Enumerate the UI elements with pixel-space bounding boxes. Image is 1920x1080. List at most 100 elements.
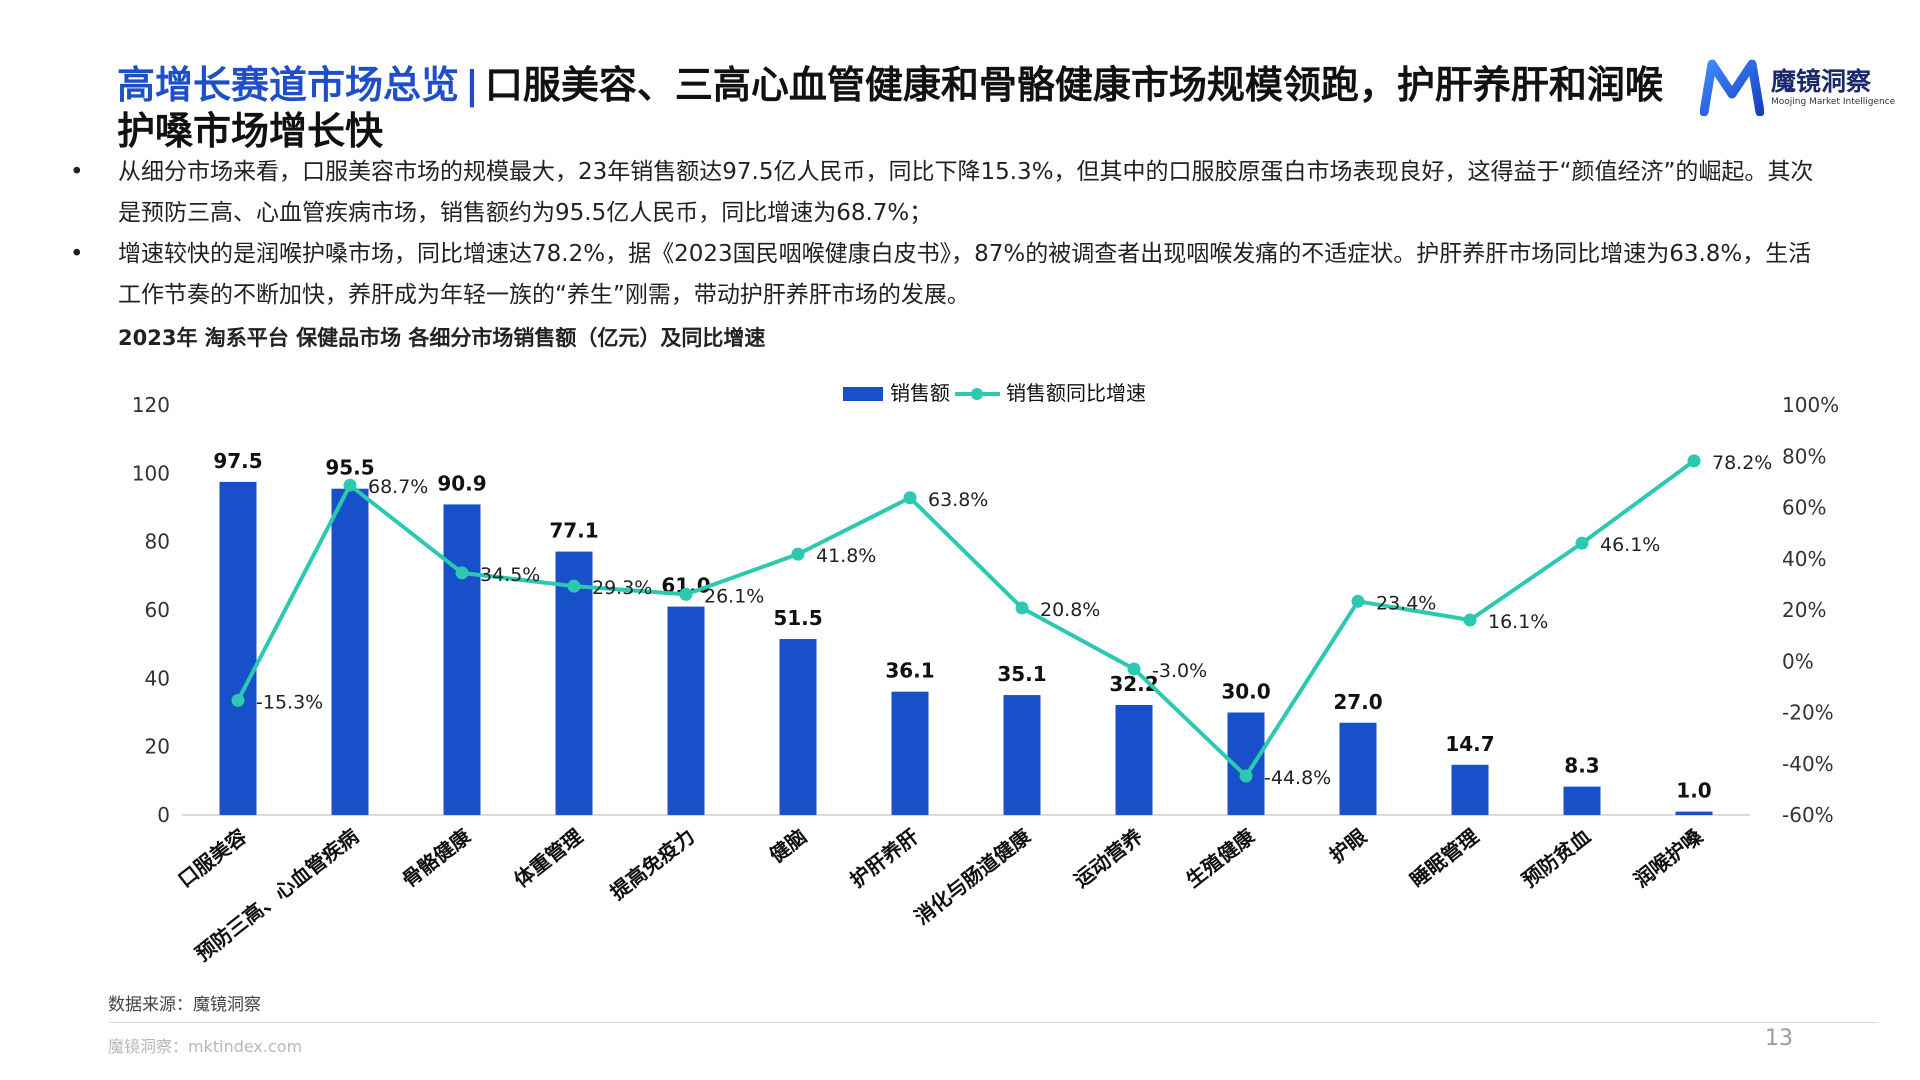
growth-value-label: 16.1% (1488, 611, 1548, 633)
growth-value-label: 23.4% (1376, 592, 1436, 614)
page-title: 高增长赛道市场总览 | 口服美容、三高心血管健康和骨骼健康市场规模领跑，护肝养肝和润… (117, 62, 1677, 154)
x-category-label: 骨骼健康 (397, 823, 476, 892)
growth-value-label: 63.8% (928, 489, 988, 511)
bar-sales (891, 691, 929, 815)
growth-value-label: 78.2% (1712, 452, 1772, 474)
growth-value-label: -44.8% (1264, 767, 1331, 789)
legend-swatch-point (971, 388, 983, 400)
y-right-tick-label: -20% (1782, 701, 1834, 725)
bar-sales (555, 551, 593, 815)
y-right-tick-label: 80% (1782, 444, 1826, 468)
x-category-label: 消化与肠道健康 (910, 823, 1036, 929)
y-right-tick-label: 100% (1782, 393, 1839, 417)
growth-point (1239, 769, 1253, 783)
y-left-tick-label: 60 (145, 598, 170, 622)
growth-point (343, 478, 357, 492)
chart-title: 2023年 淘系平台 保健品市场 各细分市场销售额（亿元）及同比增速 (118, 326, 766, 350)
bar-sales (1675, 811, 1713, 815)
y-right-tick-label: -40% (1782, 752, 1834, 776)
growth-point (791, 547, 805, 561)
growth-value-label: 68.7% (368, 476, 428, 498)
x-category-label: 口服美容 (173, 824, 251, 892)
page-number: 13 (1765, 1026, 1793, 1051)
x-category-label: 护肝养肝 (845, 824, 923, 892)
y-right-tick-label: 0% (1782, 649, 1814, 673)
bar-sales (1563, 786, 1601, 815)
y-right-tick-label: 60% (1782, 496, 1826, 520)
growth-value-label: 20.8% (1040, 599, 1100, 621)
y-left-tick-label: 0 (157, 803, 170, 827)
y-left-tick-label: 100 (132, 461, 170, 485)
x-category-label: 护眼 (1325, 824, 1371, 868)
growth-point (1127, 662, 1141, 676)
bar-value-label: 30.0 (1221, 680, 1270, 704)
bullet-marker: • (70, 159, 84, 185)
x-category-label: 生殖健康 (1181, 823, 1260, 892)
bar-value-label: 90.9 (437, 471, 486, 495)
growth-line (236, 459, 1696, 779)
x-category-label: 睡眠管理 (1405, 824, 1483, 892)
x-category-label: 提高免疫力 (606, 824, 700, 904)
x-category-label: 体重管理 (509, 824, 587, 892)
title-highlight: 高增长赛道市场总览 (117, 63, 460, 107)
growth-point (1351, 594, 1365, 608)
title-separator: | (465, 63, 479, 107)
bar-value-label: 51.5 (773, 606, 822, 630)
growth-point (903, 491, 917, 505)
brand-m-icon (1699, 59, 1765, 117)
y-left-tick-label: 20 (145, 735, 170, 759)
bullet-item: • 增速较快的是润喉护嗓市场，同比增速达78.2%，据《2023国民咽喉健康白皮… (70, 234, 1830, 316)
x-category-label: 健脑 (765, 824, 811, 868)
bar-value-label: 77.1 (549, 519, 598, 543)
growth-value-label: 41.8% (816, 545, 876, 567)
bar-value-label: 27.0 (1333, 690, 1382, 714)
bullet-text: 增速较快的是润喉护嗓市场，同比增速达78.2%，据《2023国民咽喉健康白皮书》… (118, 241, 1812, 308)
bar-value-label: 8.3 (1564, 754, 1599, 778)
legend-label-growth: 销售额同比增速 (1006, 381, 1146, 405)
bullet-list: • 从细分市场来看，口服美容市场的规模最大，23年销售额达97.5亿人民币，同比… (70, 152, 1830, 316)
growth-point (455, 566, 469, 580)
brand-subtitle: Moojing Market Intelligence (1771, 97, 1896, 107)
growth-point (1463, 613, 1477, 627)
title-main: 口服美容、三高心血管健康和骨骼健康市场规模领跑，护肝养肝和润喉护嗓市场增长快 (117, 63, 1663, 153)
growth-point (231, 693, 245, 707)
bar-sales (1003, 695, 1041, 815)
x-category-label: 运动营养 (1069, 824, 1147, 892)
bullet-text: 从细分市场来看，口服美容市场的规模最大，23年销售额达97.5亿人民币，同比下降… (118, 159, 1814, 226)
growth-point (679, 587, 693, 601)
bar-value-label: 35.1 (997, 662, 1046, 686)
y-left-tick-label: 120 (132, 393, 170, 417)
y-right-tick-label: 20% (1782, 598, 1826, 622)
data-source: 数据来源：魔镜洞察 (108, 995, 261, 1015)
growth-value-label: 26.1% (704, 585, 764, 607)
y-left-tick-label: 40 (145, 666, 170, 690)
bar-sales (779, 639, 817, 815)
bullet-item: • 从细分市场来看，口服美容市场的规模最大，23年销售额达97.5亿人民币，同比… (70, 152, 1830, 234)
bar-value-label: 14.7 (1445, 732, 1494, 756)
combo-chart: 0 20 40 60 80 100 120 -60% -40% -20% 0% 20% 40% 60% 80… (132, 381, 1839, 966)
growth-value-label: -3.0% (1152, 660, 1207, 682)
growth-value-label: 46.1% (1600, 534, 1660, 556)
footer-divider (108, 1022, 1878, 1023)
footer-text: 魔镜洞察：mktindex.com (108, 1037, 303, 1056)
legend-swatch-bar (843, 387, 883, 401)
growth-point (567, 579, 581, 593)
bar-sales (1451, 764, 1489, 815)
bar-value-label: 1.0 (1676, 779, 1711, 803)
x-category-label: 润喉护嗓 (1629, 823, 1708, 892)
bullet-marker: • (70, 241, 84, 267)
growth-value-label: 34.5% (480, 564, 540, 586)
growth-value-label: 29.3% (592, 577, 652, 599)
x-category-label: 预防贫血 (1517, 824, 1595, 892)
bar-sales (667, 606, 705, 815)
growth-value-label: -15.3% (256, 691, 323, 713)
bar-value-label: 36.1 (885, 659, 934, 683)
legend-label-sales: 销售额 (890, 381, 950, 405)
growth-point (1015, 601, 1029, 615)
y-right-tick-label: -60% (1782, 803, 1834, 827)
bar-sales (1339, 722, 1377, 815)
y-left-tick-label: 80 (145, 530, 170, 554)
bar-value-label: 95.5 (325, 456, 374, 480)
brand-logo: 魔镜洞察 Moojing Market Intelligence (1699, 58, 1900, 118)
bar-value-label: 97.5 (213, 449, 262, 473)
